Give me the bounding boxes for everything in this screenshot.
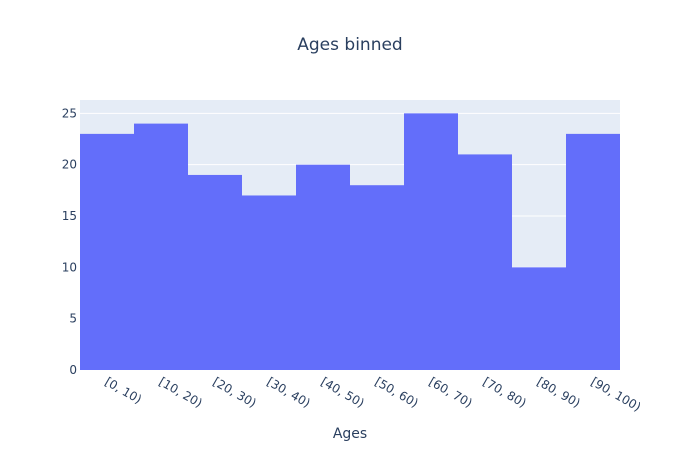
x-axis-ticks: [0, 10) [10, 20) [20, 30) [30, 40) [40, 50)[… bbox=[103, 374, 644, 414]
bar[interactable] bbox=[404, 113, 458, 370]
y-tick-label: 10 bbox=[62, 260, 77, 274]
x-tick-label: [20, 30) bbox=[211, 374, 259, 410]
x-axis-title: Ages bbox=[333, 426, 367, 442]
chart-title: Ages binned bbox=[297, 35, 402, 55]
y-tick-label: 20 bbox=[62, 158, 77, 172]
bar[interactable] bbox=[80, 133, 134, 370]
x-tick-label: [60, 70) bbox=[427, 374, 475, 410]
y-tick-label: 0 bbox=[69, 363, 77, 377]
x-tick-label: [90, 100) bbox=[589, 374, 644, 414]
bar[interactable] bbox=[134, 123, 188, 370]
y-axis-ticks: 0 5 10 15 20 25 bbox=[62, 106, 77, 377]
bar[interactable] bbox=[188, 174, 242, 370]
x-tick-label: [0, 10) bbox=[103, 374, 145, 406]
x-tick-label: [70, 80) bbox=[481, 374, 529, 410]
y-tick-label: 5 bbox=[69, 312, 77, 326]
x-tick-label: [50, 60) bbox=[373, 374, 421, 410]
x-tick-label: [80, 90) bbox=[535, 374, 583, 410]
bar[interactable] bbox=[512, 267, 566, 370]
bar[interactable] bbox=[242, 195, 296, 370]
bars bbox=[80, 113, 620, 370]
bar[interactable] bbox=[566, 133, 620, 370]
bar[interactable] bbox=[458, 154, 512, 370]
y-tick-label: 25 bbox=[62, 106, 77, 120]
y-tick-label: 15 bbox=[62, 209, 77, 223]
bar[interactable] bbox=[296, 164, 350, 370]
x-tick-label: [40, 50) bbox=[319, 374, 367, 410]
x-tick-label: [30, 40) bbox=[265, 374, 313, 410]
x-tick-label: [10, 20) bbox=[157, 374, 205, 410]
bar[interactable] bbox=[350, 185, 404, 370]
